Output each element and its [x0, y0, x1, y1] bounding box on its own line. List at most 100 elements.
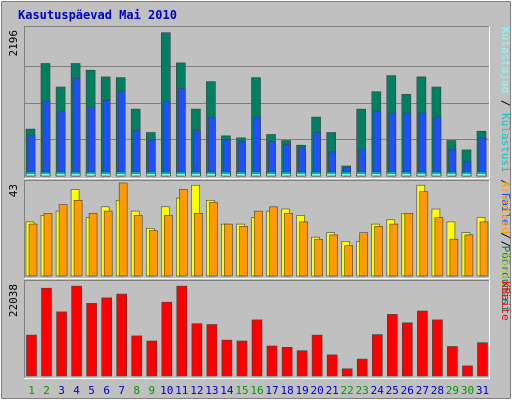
x-tick-label: 31	[476, 384, 489, 397]
bar-arvuteid-28	[434, 217, 444, 277]
bar-kbaite-22	[341, 368, 353, 377]
bar-kbaite-23	[356, 358, 368, 377]
bar-faile-14	[223, 139, 231, 177]
legend-item: Hitid	[499, 254, 512, 287]
bar-faile-28	[433, 116, 442, 177]
bar-kbaite-20	[311, 334, 323, 377]
bar-faile-25	[388, 112, 397, 177]
bar-arvuteid-20	[314, 238, 323, 277]
x-tick-label: 6	[103, 384, 110, 397]
x-tick-label: 23	[356, 384, 369, 397]
x-tick-label: 7	[118, 384, 125, 397]
panel-hosts: 43 Arvuteid / Hitid	[7, 180, 512, 287]
bar-k-lastajad-16	[251, 173, 261, 177]
bar-k-lastajad-17	[266, 173, 276, 177]
bar-k-lastajad-9	[146, 173, 156, 177]
bar-k-lastajad-27	[416, 173, 427, 177]
bar-faile-27	[418, 112, 427, 177]
bar-kbaite-21	[326, 354, 338, 377]
x-tick-label: 30	[461, 384, 474, 397]
bar-faile-6	[102, 100, 111, 177]
bar-arvuteid-18	[284, 213, 293, 277]
panel-traffic: 2196 Külastajad / Külastusi / Faile / Pöö…	[7, 26, 512, 312]
bar-k-lastajad-25	[386, 173, 397, 177]
bar-kbaite-16	[251, 319, 263, 377]
x-tick-label: 14	[220, 384, 234, 397]
legend-separator: /	[499, 173, 512, 193]
bar-k-lastajad-21	[326, 173, 337, 177]
x-axis: 1 2 3 4 5 6 7 8 9 10 11 12 13 14 15 16 17 18 19 20 21 22 23 24 2…	[28, 384, 489, 397]
x-tick-label: 12	[190, 384, 203, 397]
bar-kbaite-10	[161, 301, 173, 377]
bar-arvuteid-27	[419, 191, 429, 277]
x-tick-label: 17	[265, 384, 278, 397]
legend-item: Külastajad	[499, 27, 512, 93]
bar-kbaite-29	[447, 346, 458, 377]
bar-kbaite-31	[477, 342, 488, 377]
legend: KBaite	[499, 281, 512, 321]
bar-k-lastajad-7	[115, 173, 126, 177]
bar-kbaite-25	[386, 314, 398, 377]
bar-kbaite-12	[191, 323, 203, 377]
bar-kbaite-1	[26, 334, 37, 377]
legend-item: Arvuteid	[499, 181, 512, 234]
bar-kbaite-27	[417, 310, 428, 377]
bar-k-lastajad-12	[191, 173, 201, 177]
bar-arvuteid-25	[389, 223, 399, 277]
bar-k-lastajad-19	[296, 173, 306, 177]
bar-kbaite-28	[432, 319, 443, 377]
chart-title: Kasutuspäevad Mai 2010	[18, 8, 177, 22]
legend: Arvuteid / Hitid	[499, 181, 512, 287]
x-tick-label: 26	[401, 384, 414, 397]
legend-separator: /	[499, 226, 512, 246]
bar-arvuteid-24	[374, 226, 384, 277]
bar-arvuteid-10	[164, 215, 173, 277]
bar-arvuteid-3	[58, 204, 68, 277]
x-tick-label: 15	[235, 384, 248, 397]
panel-kbytes: 22038 KBaite	[7, 280, 512, 379]
bar-k-lastajad-4	[70, 173, 81, 177]
bar-k-lastajad-8	[130, 173, 141, 177]
bar-kbaite-18	[281, 346, 293, 377]
bar-k-lastajad-26	[401, 173, 412, 177]
bar-kbaite-14	[221, 339, 233, 377]
bar-kbaite-5	[86, 303, 97, 377]
bar-k-lastajad-20	[311, 173, 321, 177]
bar-arvuteid-7	[118, 182, 128, 277]
bar-faile-24	[373, 111, 382, 177]
bar-faile-12	[193, 130, 201, 177]
bar-faile-26	[403, 112, 412, 177]
bar-arvuteid-17	[269, 206, 278, 277]
bar-k-lastajad-29	[446, 173, 457, 177]
x-tick-label: 21	[326, 384, 339, 397]
bar-arvuteid-15	[239, 226, 248, 277]
bar-arvuteid-31	[479, 221, 489, 277]
bar-faile-5	[87, 106, 96, 177]
bar-faile-31	[478, 137, 487, 177]
x-tick-label: 28	[431, 384, 444, 397]
x-tick-label: 4	[73, 384, 80, 397]
series-faile	[27, 78, 487, 177]
bar-arvuteid-23	[359, 232, 369, 277]
bar-arvuteid-1	[28, 223, 38, 277]
bar-faile-11	[178, 88, 186, 177]
bar-kbaite-2	[41, 287, 52, 377]
x-tick-label: 24	[371, 384, 385, 397]
x-tick-label: 18	[280, 384, 293, 397]
legend-separator: /	[499, 93, 512, 113]
x-tick-label: 29	[446, 384, 459, 397]
bar-faile-13	[208, 116, 216, 177]
x-tick-label: 2	[43, 384, 50, 397]
chart-panels: 2196 Külastajad / Külastusi / Faile / Pöö…	[7, 26, 512, 379]
bar-faile-15	[238, 141, 246, 177]
bar-kbaite-15	[236, 340, 248, 377]
series-k-lastajad	[25, 173, 487, 177]
bar-arvuteid-30	[464, 234, 474, 277]
bar-faile-7	[117, 90, 126, 177]
bar-k-lastajad-6	[100, 173, 111, 177]
bar-faile-16	[253, 116, 261, 177]
bar-faile-8	[132, 130, 141, 177]
bar-faile-2	[42, 101, 51, 177]
bar-k-lastajad-28	[431, 173, 442, 177]
